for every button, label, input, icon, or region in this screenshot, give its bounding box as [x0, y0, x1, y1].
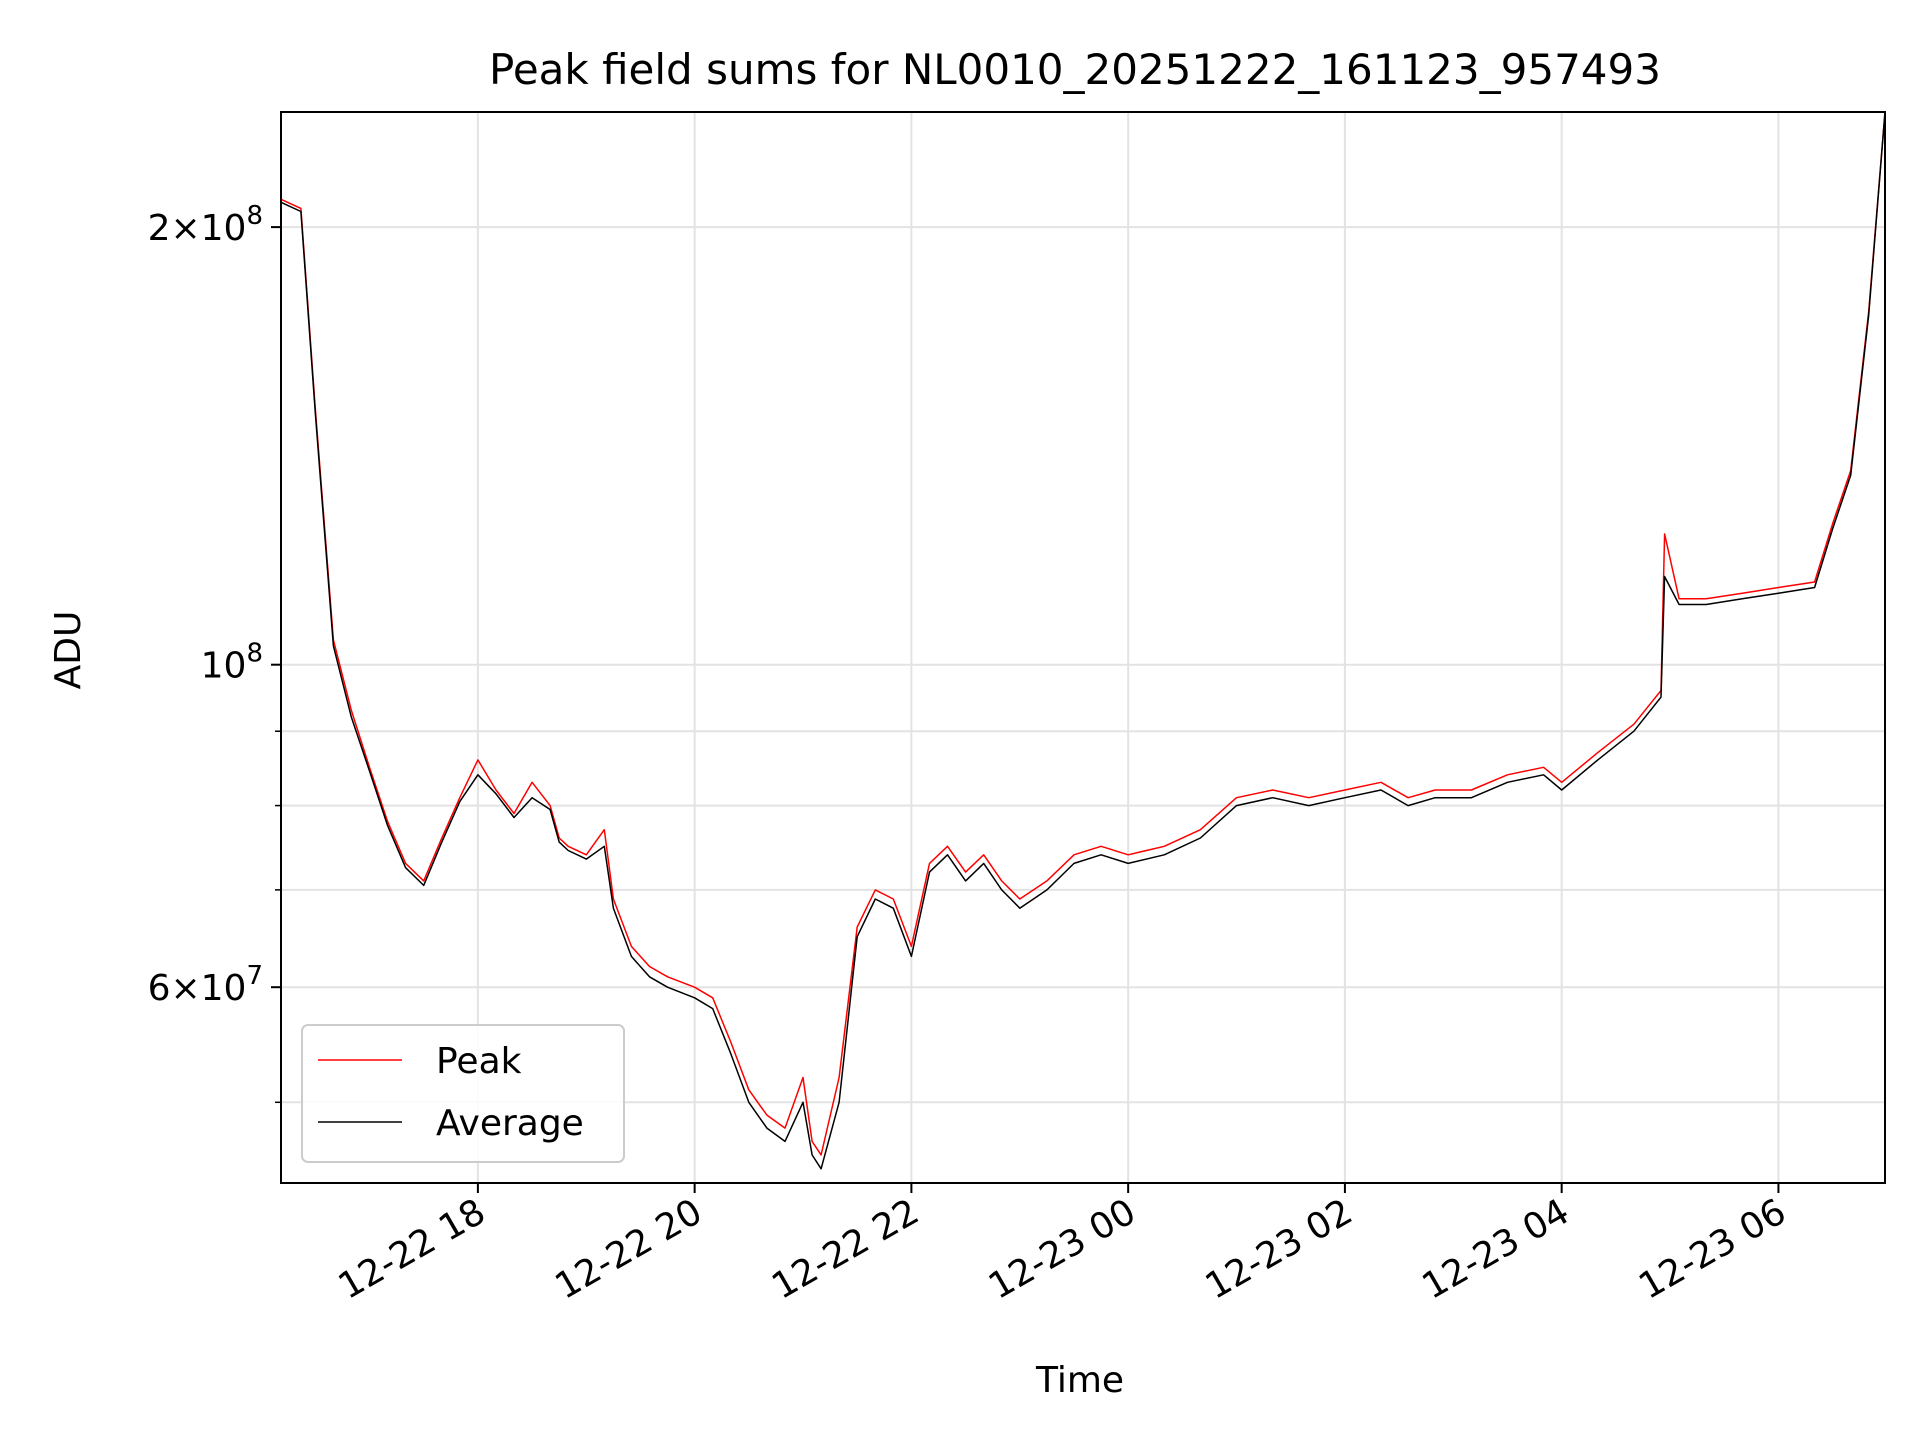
legend-label-average: Average: [436, 1103, 584, 1144]
grid: [281, 112, 1885, 1183]
y-axis-label: ADU: [48, 611, 89, 690]
y-axis-ticks: 2×108 108 6×107: [148, 201, 281, 1104]
series-line-average: [280, 111, 1886, 1170]
chart-title: Peak field sums for NL0010_20251222_1611…: [489, 45, 1661, 94]
y-tick-label: 6×107: [148, 961, 263, 1009]
data-lines: [280, 111, 1886, 1170]
series-line-peak: [280, 111, 1886, 1156]
legend: Peak Average: [301, 1024, 625, 1163]
y-tick-label: 2×108: [148, 201, 263, 249]
x-axis-label: Time: [1035, 1360, 1124, 1401]
plot-frame: [280, 111, 1886, 1184]
legend-label-peak: Peak: [436, 1041, 522, 1082]
y-tick-label: 108: [201, 639, 263, 687]
